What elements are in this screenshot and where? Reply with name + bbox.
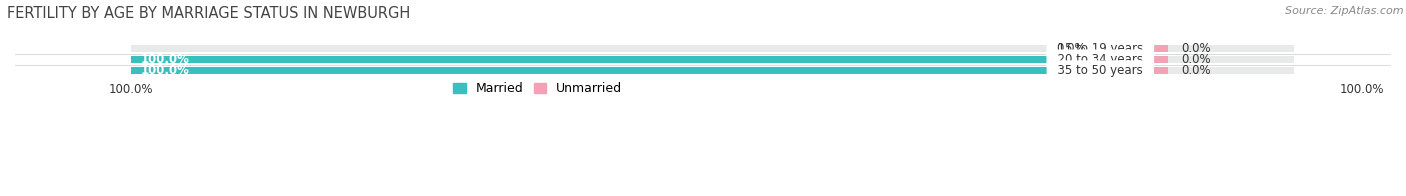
- Bar: [1101, 67, 1294, 74]
- Text: 20 to 34 years: 20 to 34 years: [1050, 53, 1150, 66]
- Text: 0.0%: 0.0%: [1056, 42, 1085, 55]
- Text: 0.0%: 0.0%: [1181, 64, 1212, 77]
- Bar: [131, 56, 1101, 63]
- Bar: [1101, 56, 1294, 63]
- Text: 0.0%: 0.0%: [1181, 53, 1212, 66]
- Text: 100.0%: 100.0%: [141, 64, 190, 77]
- Bar: [131, 67, 1101, 74]
- Text: 0.0%: 0.0%: [1181, 42, 1212, 55]
- Bar: [1101, 45, 1294, 52]
- Bar: [1101, 67, 1168, 74]
- Bar: [131, 45, 1101, 52]
- Legend: Married, Unmarried: Married, Unmarried: [454, 82, 623, 95]
- Text: 100.0%: 100.0%: [141, 53, 190, 66]
- Bar: [131, 67, 1101, 74]
- Bar: [1101, 56, 1168, 63]
- Text: Source: ZipAtlas.com: Source: ZipAtlas.com: [1285, 6, 1403, 16]
- Text: 15 to 19 years: 15 to 19 years: [1050, 42, 1150, 55]
- Text: 35 to 50 years: 35 to 50 years: [1050, 64, 1150, 77]
- Text: FERTILITY BY AGE BY MARRIAGE STATUS IN NEWBURGH: FERTILITY BY AGE BY MARRIAGE STATUS IN N…: [7, 6, 411, 21]
- Bar: [131, 56, 1101, 63]
- Bar: [1101, 45, 1168, 52]
